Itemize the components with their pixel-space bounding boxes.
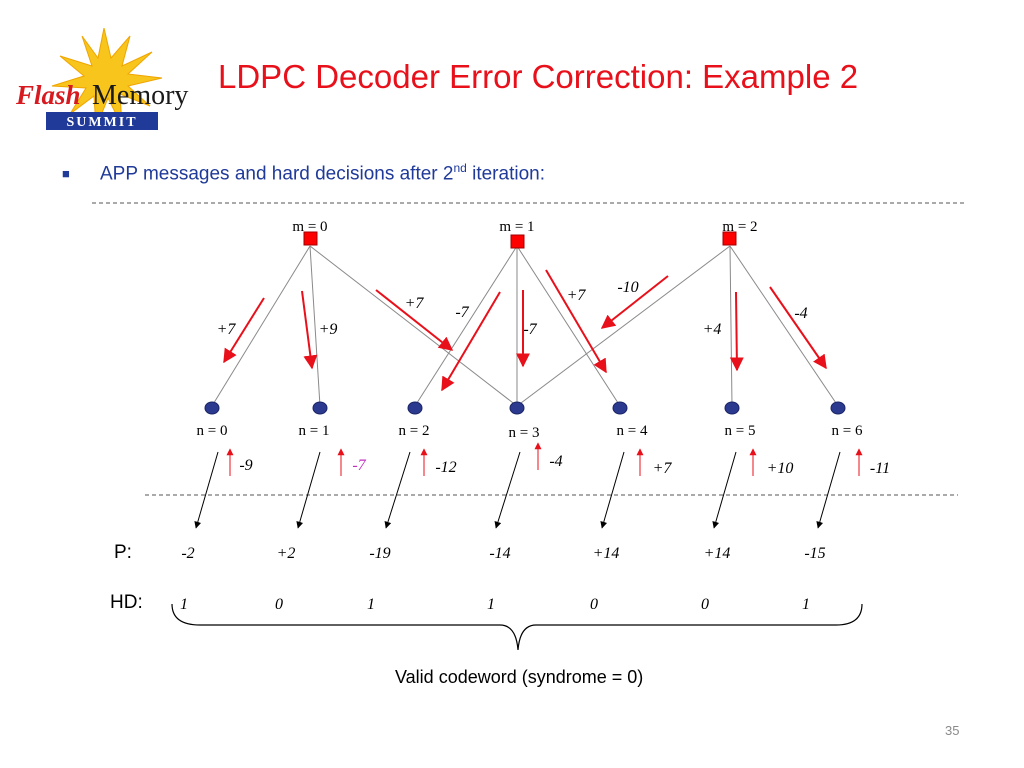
output-arrow-n1 [296,451,321,529]
channel-value-highlighted: -7 [352,457,366,474]
p-value: -2 [181,545,194,562]
message-value: -7 [523,321,537,338]
edge-m1-n4 [516,245,621,407]
message-value: +7 [405,295,425,312]
variable-node-n4 [612,401,628,415]
variable-node-label: n = 5 [725,423,756,439]
output-arrow-n2 [384,451,411,529]
message-arrows [223,269,827,392]
logo-summit-bar [46,112,158,130]
message-value: +7 [217,321,237,338]
variable-node-label: n = 4 [617,423,648,439]
logo-word-memory: Memory [92,80,188,111]
output-arrow-n0 [194,451,219,529]
variable-node-n1 [312,401,328,415]
logo-word-flash: Flash [15,80,81,110]
edge-m2-n6 [729,245,839,407]
p-value: +14 [593,545,620,562]
bullet-marker: ■ [62,166,70,181]
brace-caption: Valid codeword (syndrome = 0) [395,667,644,687]
channel-value: -11 [870,460,890,477]
message-value: +4 [703,321,722,338]
variable-node-label: n = 6 [832,423,863,439]
flash-memory-summit-logo: Flash Memory SUMMIT [15,28,188,130]
message-value: +9 [319,321,338,338]
variable-node-label: n = 3 [509,425,540,441]
slide-title: LDPC Decoder Error Correction: Example 2 [218,58,859,95]
logo-word-summit: SUMMIT [66,115,137,130]
message-arrow-m1-n2 [441,291,501,392]
p-value: -14 [489,545,510,562]
edge-m0-n0 [211,245,311,407]
message-value: -4 [794,305,807,322]
variable-node-n2 [407,401,423,415]
hd-value: 0 [275,596,283,613]
hd-value: 1 [802,596,810,613]
hd-value: 0 [590,596,598,613]
logo-starburst [51,28,163,129]
output-arrow-n5 [712,451,737,529]
output-arrows [194,451,841,529]
message-value: -7 [455,304,469,321]
message-value: -10 [617,279,638,296]
bullet-text-before: APP messages and hard decisions after 2 [100,163,454,185]
p-value: -19 [369,545,390,562]
channel-arrows [226,442,863,476]
hd-value: 0 [701,596,709,613]
variable-node-n5 [724,401,740,415]
channel-value: +10 [767,460,794,477]
check-node-label: m = 0 [292,219,327,235]
output-arrow-n4 [600,451,625,529]
p-value: -15 [804,545,825,562]
check-node-label: m = 2 [722,219,757,235]
edge-m0-n1 [309,245,321,407]
output-arrow-n6 [816,451,841,529]
message-arrow-m0-n3 [375,289,454,351]
message-arrow-m1-n4 [545,269,607,374]
variable-node-label: n = 0 [197,423,228,439]
channel-value: -12 [435,459,456,476]
p-row-label: P: [114,542,132,563]
check-node-m2 [722,231,737,246]
message-arrow-m2-n6 [769,286,827,370]
variable-node-label: n = 1 [299,423,330,439]
edge-m0-n3 [309,245,518,407]
variable-nodes [204,401,846,415]
message-arrow-m0-n0 [223,297,265,364]
hd-value: 1 [367,596,375,613]
message-arrow-m0-n1 [301,290,318,370]
edge-m2-n5 [729,245,733,407]
hd-value: 1 [180,596,188,613]
variable-node-n3 [509,401,525,415]
p-value: +14 [704,545,731,562]
check-node-m1 [510,234,525,249]
edge-m2-n3 [516,245,731,407]
channel-value: -4 [549,453,562,470]
channel-value: -9 [239,457,252,474]
bullet-superscript: nd [453,161,467,175]
variable-node-n0 [204,401,220,415]
channel-value: +7 [653,460,673,477]
codeword-brace [171,603,863,651]
hd-value: 1 [487,596,495,613]
edge-m1-n2 [414,245,518,407]
graph-edges [211,245,839,407]
output-arrow-n3 [494,451,521,529]
variable-node-n6 [830,401,846,415]
check-node-m0 [303,231,318,246]
variable-node-label: n = 2 [399,423,430,439]
message-arrow-m2-n5 [729,291,744,372]
message-value: +7 [567,287,587,304]
bullet-text-after: iteration: [466,163,545,185]
message-arrow-m2-n3 [600,275,669,329]
p-value: +2 [277,545,296,562]
bullet-text: APP messages and hard decisions after 2n… [100,161,545,185]
page-number: 35 [945,723,960,738]
hd-row-label: HD: [110,592,143,613]
check-node-label: m = 1 [499,219,534,235]
